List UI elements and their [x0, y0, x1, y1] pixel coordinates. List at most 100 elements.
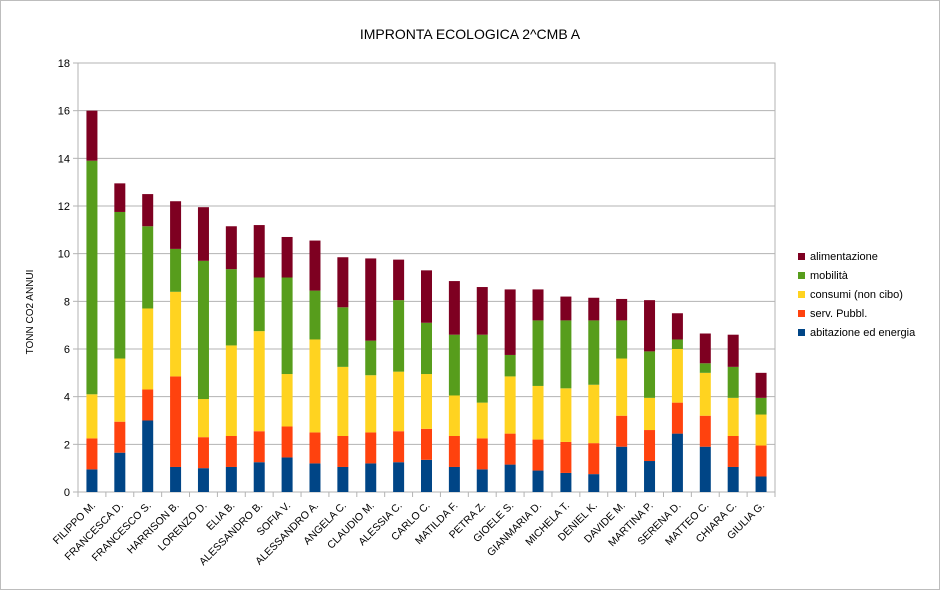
bar-segment	[532, 470, 544, 492]
bar-segment	[365, 258, 377, 341]
bar-segment	[504, 433, 516, 465]
y-tick-label: 18	[58, 58, 70, 70]
bar-segment	[170, 248, 182, 292]
legend-swatch	[798, 272, 805, 279]
bar-segment	[532, 320, 544, 386]
bar-segment	[365, 463, 377, 492]
bar-segment	[671, 402, 683, 434]
bar-segment	[309, 290, 321, 340]
legend-swatch	[798, 310, 805, 317]
bar-segment	[616, 415, 628, 447]
bar-segment	[253, 225, 265, 278]
bar-segment	[114, 183, 126, 212]
bar-segment	[448, 435, 460, 467]
bar-segment	[225, 466, 237, 492]
bar-segment	[393, 259, 405, 301]
y-tick-labels: 0 2 4 6 8 10 12 14 16 18	[58, 58, 70, 499]
bar-segment	[560, 441, 572, 473]
legend: alimentazione mobilità consumi (non cibo) s…	[798, 251, 916, 339]
bar-segment	[225, 269, 237, 346]
bar-segment	[560, 472, 572, 492]
bar-segment	[393, 300, 405, 372]
bar-segment	[644, 430, 656, 462]
bar-segment	[197, 260, 209, 400]
bar-segment	[421, 322, 432, 375]
bar-segment	[560, 320, 572, 389]
bar-segment	[281, 277, 293, 375]
bar-segment	[421, 428, 432, 460]
y-axis-label: TONN CO2 ANNUI	[25, 270, 36, 355]
bar-segment	[114, 421, 126, 453]
bar-segment	[616, 320, 628, 359]
bar-segment	[671, 339, 683, 349]
bar-segment	[86, 469, 98, 492]
legend-swatch	[798, 291, 805, 298]
bar-segment	[225, 226, 237, 270]
bar-segment	[86, 394, 98, 439]
bar-segment	[699, 363, 711, 373]
bar-segment	[421, 374, 432, 429]
bar-segment	[504, 354, 516, 377]
bar-segment	[142, 194, 154, 227]
bar-segment	[281, 457, 293, 492]
bar-segment	[197, 207, 209, 261]
bar-segment	[253, 277, 265, 332]
bar-segment	[253, 331, 265, 432]
bar-segment	[114, 452, 126, 492]
bar-segment	[225, 345, 237, 436]
bar-segment	[504, 376, 516, 434]
legend-swatch	[798, 329, 805, 336]
bar-segment	[337, 366, 349, 436]
bar-segment	[727, 397, 739, 436]
bar-segment	[281, 426, 293, 458]
bar-segment	[197, 399, 209, 438]
bar-segment	[755, 397, 767, 415]
bar-segment	[170, 291, 182, 377]
bar-segment	[337, 466, 349, 492]
bar-segment	[448, 466, 460, 492]
bar-segment	[727, 435, 739, 467]
bar-segment	[476, 438, 488, 470]
y-tick-label: 2	[64, 439, 70, 451]
bar-segment	[644, 300, 656, 352]
bar-segment	[170, 466, 182, 492]
bar-segment	[142, 226, 154, 309]
chart-title: IMPRONTA ECOLOGICA 2^CMB A	[360, 26, 581, 42]
bar-segment	[365, 432, 377, 464]
bar-segment	[476, 287, 488, 335]
x-tick-labels: FILIPPO M.FRANCESCA D.FRANCESCO S.HARRIS…	[51, 500, 767, 568]
bar-segment	[588, 297, 600, 321]
bar-segment	[337, 307, 349, 367]
bar-segment	[588, 474, 600, 492]
bar-segment	[197, 437, 209, 469]
bar-segment	[588, 384, 600, 444]
bar-segment	[448, 395, 460, 436]
y-tick-label: 8	[64, 296, 70, 308]
bar-segment	[448, 281, 460, 335]
bar-segment	[281, 374, 293, 427]
bar-segment	[699, 446, 711, 492]
bar-segment	[170, 201, 182, 249]
bar-segment	[588, 320, 600, 385]
bar-segment	[476, 334, 488, 403]
y-tick-label: 14	[58, 153, 70, 165]
bar-segment	[309, 240, 321, 291]
bars	[86, 110, 767, 492]
bar-segment	[393, 371, 405, 432]
y-tick-label: 16	[58, 106, 70, 118]
y-tick-label: 12	[58, 201, 70, 213]
bar-segment	[337, 257, 349, 308]
bar-segment	[476, 469, 488, 492]
legend-label: serv. Pubbl.	[810, 308, 867, 320]
bar-segment	[727, 466, 739, 492]
bar-segment	[365, 340, 377, 376]
bar-segment	[616, 298, 628, 321]
bar-segment	[337, 435, 349, 467]
bar-segment	[253, 462, 265, 492]
bar-segment	[86, 160, 98, 395]
bar-segment	[644, 351, 656, 398]
bar-segment	[755, 445, 767, 477]
bar-segment	[281, 236, 293, 278]
bar-segment	[114, 211, 126, 359]
